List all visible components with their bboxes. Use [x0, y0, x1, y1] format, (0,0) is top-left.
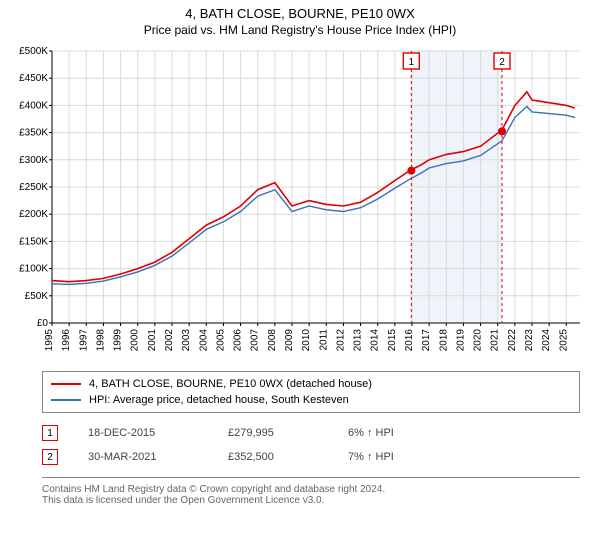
svg-text:£350K: £350K: [19, 128, 48, 139]
svg-text:2020: 2020: [473, 329, 484, 352]
svg-text:£100K: £100K: [19, 264, 48, 275]
sale-row: 2 30-MAR-2021 £352,500 7% ↑ HPI: [42, 445, 580, 469]
attribution-line: This data is licensed under the Open Gov…: [42, 495, 580, 506]
title-subtitle: Price paid vs. HM Land Registry's House …: [0, 23, 600, 37]
sale-price: £352,500: [228, 451, 318, 463]
svg-text:2006: 2006: [233, 329, 244, 352]
sales-list: 1 18-DEC-2015 £279,995 6% ↑ HPI 2 30-MAR…: [42, 421, 580, 469]
svg-text:£450K: £450K: [19, 73, 48, 84]
svg-text:2014: 2014: [370, 329, 381, 352]
svg-text:£300K: £300K: [19, 155, 48, 166]
svg-text:1997: 1997: [78, 329, 89, 352]
legend-box: 4, BATH CLOSE, BOURNE, PE10 0WX (detache…: [42, 371, 580, 413]
svg-text:2018: 2018: [438, 329, 449, 352]
svg-text:2009: 2009: [284, 329, 295, 352]
svg-text:2007: 2007: [250, 329, 261, 352]
svg-text:2016: 2016: [404, 329, 415, 352]
sale-date: 18-DEC-2015: [88, 427, 198, 439]
svg-text:1996: 1996: [61, 329, 72, 352]
svg-text:2019: 2019: [455, 329, 466, 352]
legend-item: HPI: Average price, detached house, Sout…: [51, 392, 571, 408]
svg-text:2002: 2002: [164, 329, 175, 352]
line-chart: £0 £50K £100K £150K £200K £250K £300K £350K £400…: [10, 43, 590, 363]
legend-item: 4, BATH CLOSE, BOURNE, PE10 0WX (detache…: [51, 376, 571, 392]
svg-text:£50K: £50K: [25, 291, 49, 302]
svg-text:1998: 1998: [95, 329, 106, 352]
svg-text:2023: 2023: [524, 329, 535, 352]
svg-text:£0: £0: [37, 318, 49, 329]
svg-text:2015: 2015: [387, 329, 398, 352]
legend-swatch: [51, 399, 81, 401]
svg-text:2005: 2005: [215, 329, 226, 352]
sale-hpi: 6% ↑ HPI: [348, 427, 394, 439]
svg-text:2: 2: [499, 57, 505, 68]
chart-titles: 4, BATH CLOSE, BOURNE, PE10 0WX Price pa…: [0, 6, 600, 37]
svg-text:2017: 2017: [421, 329, 432, 352]
svg-text:1999: 1999: [113, 329, 124, 352]
legend-swatch: [51, 383, 81, 385]
sale-marker-box: 1: [42, 425, 58, 441]
svg-text:2010: 2010: [301, 329, 312, 352]
legend-label: HPI: Average price, detached house, Sout…: [89, 394, 349, 406]
svg-text:2025: 2025: [558, 329, 569, 352]
title-address: 4, BATH CLOSE, BOURNE, PE10 0WX: [0, 6, 600, 21]
attribution: Contains HM Land Registry data © Crown c…: [42, 477, 580, 506]
sale-price: £279,995: [228, 427, 318, 439]
svg-text:2012: 2012: [335, 329, 346, 352]
sale-hpi: 7% ↑ HPI: [348, 451, 394, 463]
svg-text:£500K: £500K: [19, 46, 48, 57]
svg-text:2000: 2000: [130, 329, 141, 352]
svg-text:2003: 2003: [181, 329, 192, 352]
svg-text:£200K: £200K: [19, 209, 48, 220]
svg-text:2013: 2013: [353, 329, 364, 352]
sale-row: 1 18-DEC-2015 £279,995 6% ↑ HPI: [42, 421, 580, 445]
svg-text:2024: 2024: [541, 329, 552, 352]
svg-text:£400K: £400K: [19, 100, 48, 111]
svg-text:£150K: £150K: [19, 236, 48, 247]
svg-text:2022: 2022: [507, 329, 518, 352]
sale-date: 30-MAR-2021: [88, 451, 198, 463]
svg-text:2021: 2021: [490, 329, 501, 352]
sale-marker-box: 2: [42, 449, 58, 465]
attribution-line: Contains HM Land Registry data © Crown c…: [42, 484, 580, 495]
svg-text:2001: 2001: [147, 329, 158, 352]
svg-text:1: 1: [409, 57, 415, 68]
chart-container: £0 £50K £100K £150K £200K £250K £300K £350K £400…: [10, 43, 590, 363]
legend-label: 4, BATH CLOSE, BOURNE, PE10 0WX (detache…: [89, 378, 372, 390]
svg-text:2004: 2004: [198, 329, 209, 352]
svg-text:2008: 2008: [267, 329, 278, 352]
svg-text:£250K: £250K: [19, 182, 48, 193]
svg-text:2011: 2011: [318, 329, 329, 351]
svg-text:1995: 1995: [44, 329, 55, 352]
